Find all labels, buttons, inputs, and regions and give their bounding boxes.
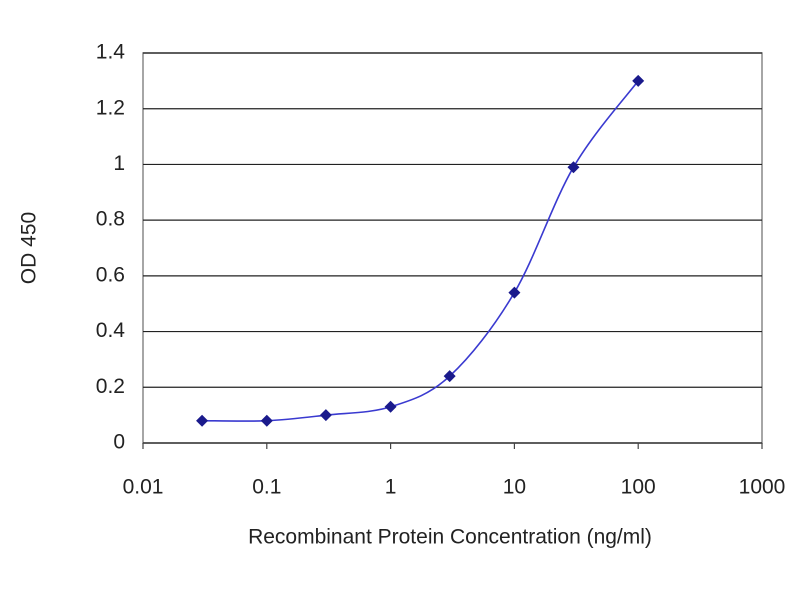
plot-area [142,52,763,444]
y-tick-label: 1 [113,152,125,175]
data-point [319,409,332,422]
data-point [443,370,456,383]
x-axis-label: Recombinant Protein Concentration (ng/ml… [248,526,652,549]
data-point [260,414,273,427]
x-tick-label: 10 [503,476,526,499]
data-point [632,74,645,87]
y-tick-label: 0.6 [96,263,125,286]
y-axis-label: OD 450 [18,212,41,284]
y-tick-label: 1.2 [96,96,125,119]
y-tick-label: 0 [113,431,125,454]
x-tick-label: 0.1 [252,476,281,499]
data-point [567,161,580,174]
data-point [384,400,397,413]
y-tick-label: 0.4 [96,319,126,342]
y-tick-label: 1.4 [96,41,126,64]
y-tick-label: 0.2 [96,375,125,398]
x-tick-label: 100 [621,476,656,499]
data-point [196,414,209,427]
x-tick-label: 0.01 [123,476,164,499]
x-tick-label: 1 [385,476,397,499]
data-point [508,286,521,299]
x-tick-label: 1000 [739,476,786,499]
y-tick-label: 0.8 [96,208,125,231]
